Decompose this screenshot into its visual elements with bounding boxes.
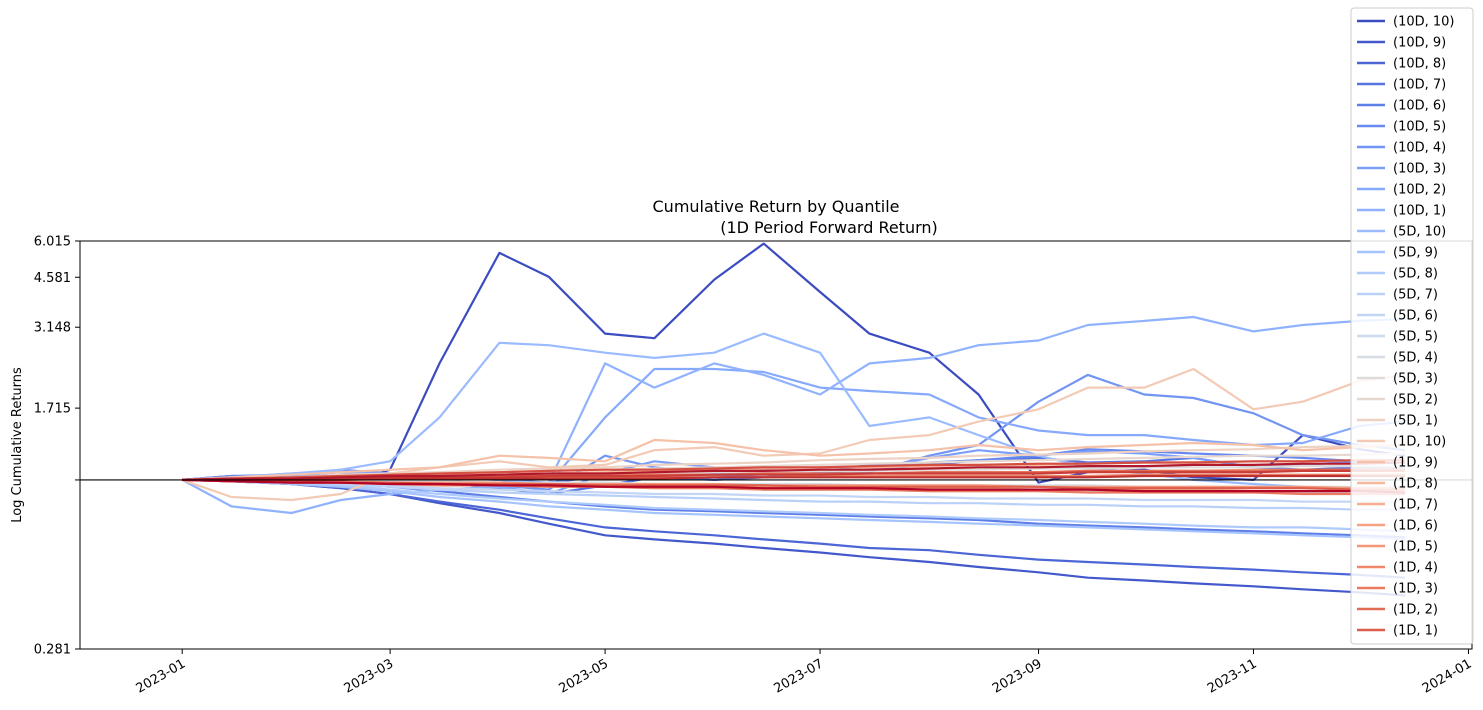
legend-entry[interactable]: (10D, 3) — [1393, 162, 1446, 177]
legend-entry[interactable]: (10D, 9) — [1393, 36, 1446, 51]
y-tick-label: 0.281 — [34, 643, 71, 658]
legend-entry[interactable]: (1D, 6) — [1393, 519, 1438, 534]
series-line-9 — [181, 315, 1406, 515]
chart-title: Cumulative Return by Quantile — [653, 197, 900, 216]
series-line-14 — [182, 478, 1405, 503]
series-line-33 — [182, 461, 1406, 481]
legend-entry[interactable]: (5D, 7) — [1393, 288, 1438, 303]
series-line-2 — [182, 478, 1406, 579]
legend-entry[interactable]: (10D, 10) — [1393, 15, 1455, 30]
x-tick-label: 2023-07 — [772, 656, 827, 696]
x-tick-label: 2023-05 — [557, 656, 612, 696]
legend-entry[interactable]: (1D, 8) — [1393, 477, 1438, 492]
legend-entry[interactable]: (5D, 2) — [1393, 393, 1438, 408]
legend-entry[interactable]: (5D, 5) — [1393, 330, 1438, 345]
x-tick-label: 2023-01 — [134, 656, 189, 696]
series-line-31 — [182, 469, 1405, 481]
legend-entry[interactable]: (5D, 1) — [1393, 414, 1438, 429]
chart-subtitle: (1D Period Forward Return) — [720, 218, 938, 237]
legend-entry[interactable]: (5D, 6) — [1393, 309, 1438, 324]
series-line-30 — [182, 459, 1405, 481]
legend[interactable]: (10D, 10) (10D, 9) (10D, 8) (10D, 7) (10D, 6… — [1350, 7, 1474, 645]
series-line-12 — [182, 478, 1406, 533]
x-tick-label: 2023-11 — [1205, 656, 1260, 696]
series-line-19 — [182, 443, 1406, 481]
legend-entry[interactable]: (1D, 7) — [1393, 498, 1438, 513]
legend-entry[interactable]: (1D, 9) — [1393, 456, 1438, 471]
legend-entry[interactable]: (10D, 2) — [1393, 183, 1446, 198]
legend-entry[interactable]: (5D, 9) — [1393, 246, 1438, 261]
legend-entry[interactable]: (10D, 6) — [1393, 99, 1446, 114]
legend-entry[interactable]: (1D, 5) — [1393, 540, 1438, 555]
plot-series — [181, 242, 1406, 597]
y-tick-label: 6.015 — [34, 235, 71, 250]
legend-entry[interactable]: (5D, 8) — [1393, 267, 1438, 282]
legend-entry[interactable]: (5D, 3) — [1393, 372, 1438, 387]
x-tick-label: 2023-09 — [990, 656, 1045, 696]
legend-entry[interactable]: (5D, 4) — [1393, 351, 1438, 366]
x-tick-label: 2023-03 — [342, 656, 397, 696]
y-tick-label: 4.581 — [34, 271, 71, 286]
legend-entry[interactable]: (1D, 4) — [1393, 561, 1438, 576]
legend-entry[interactable]: (5D, 10) — [1393, 225, 1446, 240]
legend-entry[interactable]: (10D, 7) — [1393, 78, 1446, 93]
legend-entry[interactable]: (1D, 1) — [1393, 624, 1438, 639]
y-axis-label: Log Cumulative Returns — [10, 367, 25, 523]
y-tick-label: 3.148 — [34, 321, 71, 336]
series-line-29 — [182, 478, 1405, 491]
legend-entry[interactable]: (10D, 5) — [1393, 120, 1446, 135]
series-line-21 — [182, 438, 1406, 481]
legend-entry[interactable]: (10D, 8) — [1393, 57, 1446, 72]
series-line-13 — [182, 478, 1405, 511]
x-tick-label: 2024-01 — [1420, 656, 1475, 696]
y-tick-label: 1.715 — [34, 402, 71, 417]
series-line-32 — [182, 474, 1405, 481]
legend-entry[interactable]: (10D, 1) — [1393, 204, 1446, 219]
series-line-10 — [182, 332, 1406, 496]
legend-entry[interactable]: (10D, 4) — [1393, 141, 1446, 156]
series-line-34 — [182, 478, 1406, 494]
legend-entry[interactable]: (1D, 10) — [1393, 435, 1446, 450]
series-line-11 — [182, 478, 1406, 541]
legend-entry[interactable]: (1D, 3) — [1393, 582, 1438, 597]
legend-entry[interactable]: (1D, 2) — [1393, 603, 1438, 618]
